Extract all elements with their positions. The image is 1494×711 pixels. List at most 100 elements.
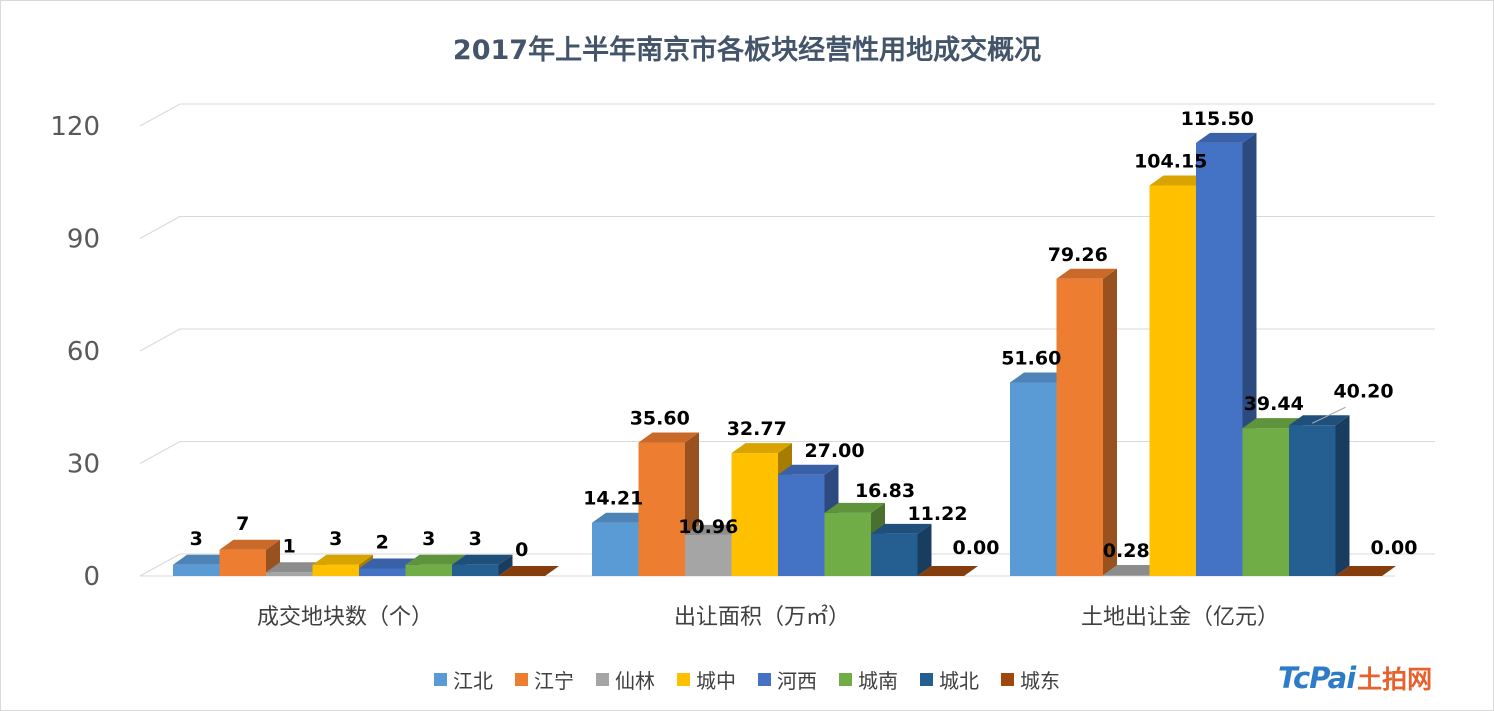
data-label: 27.00 [804,440,864,462]
leader-line [1312,406,1346,424]
x-category-label: 土地出让金（亿元） [1081,605,1279,630]
legend-label: 城南 [858,669,898,693]
watermark-cn: 土拍网 [1357,665,1433,694]
bar-side [917,523,932,576]
legend-swatch [920,673,933,686]
legend-swatch [596,673,609,686]
bar-top [405,554,466,565]
bar-top [917,566,978,576]
data-label: 1 [283,535,296,557]
data-label: 32.77 [727,418,787,440]
y-tick-label: 60 [67,337,100,367]
bar-top [452,554,513,565]
bar-top [1056,268,1117,279]
bar-top [592,512,653,523]
y-tick-label: 0 [83,562,100,592]
bar-城北-2 [1289,425,1336,576]
bar-side [498,554,513,576]
legend-label: 江宁 [534,669,574,693]
legend-item: 城中 [677,665,736,694]
legend-item: 城南 [839,665,898,694]
legend-label: 仙林 [615,669,655,693]
bar-top [1242,418,1303,429]
legend-swatch [839,673,852,686]
legend-swatch [758,673,771,686]
gridline-side [139,216,181,239]
y-tick-label: 30 [67,450,100,480]
data-label: 11.22 [907,503,967,525]
gridline-side [139,103,181,127]
y-tick-label: 90 [67,225,100,255]
bar-城中-2 [1149,185,1196,576]
data-label: 39.44 [1244,393,1304,415]
data-label: 0 [515,539,528,561]
bar-top [638,432,699,443]
gridline-side [139,553,181,577]
data-label: 2 [376,532,389,554]
bar-top [778,464,839,475]
bar-top [219,539,280,550]
bar-城南-1 [824,512,871,576]
bar-城中-1 [731,453,778,576]
legend-item: 城东 [1001,665,1060,694]
bar-top [731,443,792,454]
bar-side [1103,268,1117,576]
legend-item: 河西 [758,665,817,694]
chart-legend: 江北 江宁 仙林 城中 河西 城南 城北 城东 [0,665,1494,694]
legend-swatch [677,673,690,686]
data-label: 0.28 [1103,540,1150,562]
legend-label: 城中 [696,669,736,693]
watermark-logo: TcPai土拍网 [1278,660,1432,696]
legend-label: 河西 [777,669,817,693]
bar-top [824,502,885,513]
data-label: 7 [236,513,249,535]
legend-swatch [434,673,447,686]
legend-swatch [1001,673,1014,686]
bar-江宁-1 [638,442,685,576]
data-label: 51.60 [1001,348,1061,370]
bar-top [871,523,932,534]
bar-仙林-1 [685,534,732,576]
bar-top [685,524,746,535]
bar-河西-1 [778,474,825,576]
bar-江北-0 [173,564,220,576]
chart-title: 2017年上半年南京市各板块经营性用地成交概况 [452,35,1042,66]
data-label: 79.26 [1048,244,1108,266]
data-label: 16.83 [855,480,915,502]
gridline-side [139,441,181,464]
legend-item: 仙林 [596,665,655,694]
bar-河西-2 [1196,142,1243,576]
bar-仙林-0 [266,572,313,576]
data-label: 35.60 [630,408,690,430]
bar-城北-1 [871,533,918,576]
bar-top [498,566,559,576]
bar-top [359,558,420,569]
bar-河西-0 [359,568,406,576]
legend-label: 江北 [453,669,493,693]
legend-item: 江北 [434,665,493,694]
data-label: 104.15 [1134,150,1207,172]
bar-城南-2 [1242,428,1289,576]
data-label: 3 [422,528,435,550]
legend-item: 江宁 [515,665,574,694]
bar-江北-1 [592,522,639,576]
bar-仙林-2 [1103,574,1150,576]
data-label: 0.00 [1371,537,1418,559]
data-label: 3 [469,528,482,550]
bar-top [1149,175,1210,186]
data-label: 40.20 [1333,380,1393,402]
bar-top [266,562,327,573]
bar-side [1335,415,1350,576]
bar-城南-0 [405,564,452,576]
bar-top [173,554,234,565]
bar-江宁-2 [1056,278,1103,576]
bar-top [1010,372,1071,383]
data-label: 10.96 [678,516,738,538]
legend-item: 城北 [920,665,979,694]
x-category-label: 出让面积（万㎡） [674,604,850,630]
x-category-label: 成交地块数（个） [257,605,433,630]
gridline-side [139,328,181,352]
data-label: 3 [190,528,203,550]
data-label: 115.50 [1181,108,1254,130]
